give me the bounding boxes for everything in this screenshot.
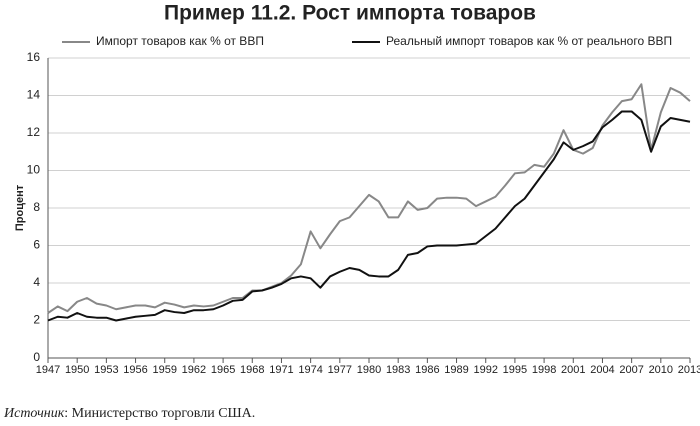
line-series bbox=[47, 110, 691, 322]
y-tick-label: 2 bbox=[33, 313, 40, 327]
x-tick-label: 1956 bbox=[123, 364, 147, 376]
x-tick-label: 1980 bbox=[357, 364, 381, 376]
x-tick-label: 1950 bbox=[65, 364, 89, 376]
x-tick-label: 1971 bbox=[269, 364, 293, 376]
x-tick-label: 1998 bbox=[532, 364, 556, 376]
source-label: Источник bbox=[3, 406, 65, 421]
x-tick-label: 1962 bbox=[182, 364, 206, 376]
x-tick-label: 1953 bbox=[94, 364, 118, 376]
x-tick-label: 2001 bbox=[561, 364, 585, 376]
y-tick-label: 14 bbox=[27, 88, 41, 102]
x-tick-label: 2010 bbox=[649, 364, 673, 376]
x-tick-label: 1968 bbox=[240, 364, 264, 376]
x-tick-label: 1995 bbox=[503, 364, 527, 376]
y-tick-label: 6 bbox=[33, 238, 40, 252]
x-tick-label: 1986 bbox=[415, 364, 439, 376]
x-tick-label: 1959 bbox=[152, 364, 176, 376]
chart-title: Пример 11.2. Рост импорта товаров bbox=[164, 2, 536, 25]
x-tick-label: 1989 bbox=[444, 364, 468, 376]
x-tick-label: 1992 bbox=[473, 364, 497, 376]
x-tick-label: 2007 bbox=[619, 364, 643, 376]
y-tick-label: 4 bbox=[33, 275, 40, 289]
y-tick-label: 8 bbox=[33, 200, 40, 214]
x-tick-label: 1965 bbox=[211, 364, 235, 376]
x-tick-label: 2013 bbox=[678, 364, 700, 376]
legend-label: Реальный импорт товаров как % от реально… bbox=[386, 34, 672, 48]
x-tick-label: 1947 bbox=[36, 364, 60, 376]
y-tick-label: 10 bbox=[27, 163, 41, 177]
line-series bbox=[47, 83, 691, 314]
source-text: : Министерство торговли США. bbox=[64, 406, 255, 421]
legend-label: Импорт товаров как % от ВВП bbox=[96, 34, 264, 48]
x-tick-label: 1977 bbox=[328, 364, 352, 376]
y-tick-label: 0 bbox=[33, 350, 40, 364]
x-tick-label: 1974 bbox=[298, 364, 322, 376]
source: Источник: Министерство торговли США. bbox=[3, 406, 255, 421]
x-tick-label: 2004 bbox=[590, 364, 614, 376]
x-tick-label: 1983 bbox=[386, 364, 410, 376]
y-axis-label: Процент bbox=[14, 184, 26, 231]
y-tick-label: 12 bbox=[27, 125, 41, 139]
y-tick-label: 16 bbox=[27, 50, 41, 64]
